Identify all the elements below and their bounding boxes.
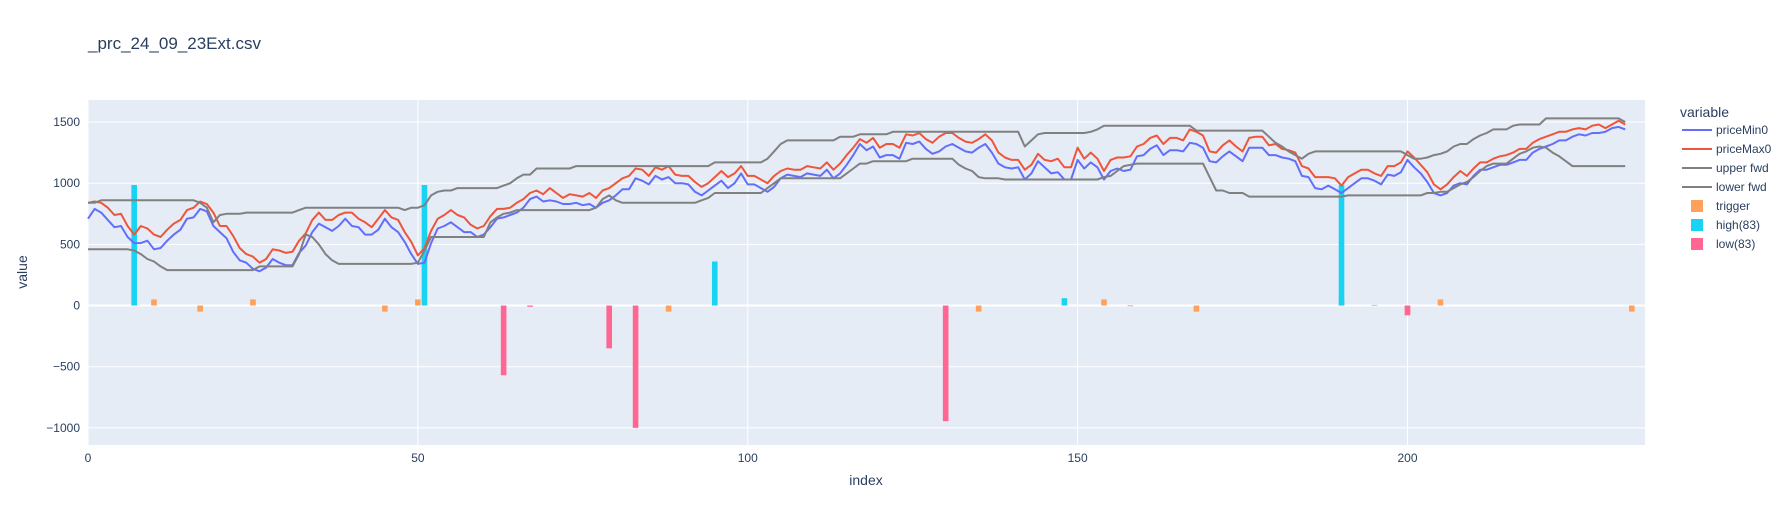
- plot-background: [88, 100, 1645, 445]
- bar-low-83: [527, 305, 533, 307]
- legend-label-pricemin0[interactable]: priceMin0: [1716, 123, 1768, 137]
- bar-trigger: [250, 299, 256, 306]
- bar-trigger: [975, 305, 982, 312]
- x-tick-label: 50: [411, 451, 425, 465]
- y-tick-label: −1000: [46, 421, 80, 435]
- y-tick-label: 500: [60, 237, 80, 251]
- bar-high-83: [1371, 304, 1378, 306]
- gridlines: [87, 100, 1645, 445]
- bar-trigger: [1101, 299, 1107, 306]
- bar-trigger: [665, 305, 672, 312]
- bar-trigger: [415, 299, 421, 306]
- legend-label-trigger[interactable]: trigger: [1716, 199, 1750, 213]
- x-tick-label: 0: [85, 451, 92, 465]
- bar-trigger: [1437, 299, 1444, 306]
- bar-high-83: [711, 261, 718, 306]
- legend-label-low-83[interactable]: low(83): [1716, 237, 1755, 251]
- series-line-upper-fwd: [88, 117, 1626, 224]
- y-tick-label: 1000: [53, 176, 80, 190]
- x-tick-label: 200: [1397, 451, 1417, 465]
- legend-label-pricemax0[interactable]: priceMax0: [1716, 142, 1772, 156]
- series-line-pricemax0: [87, 119, 1626, 264]
- x-axis-title: index: [849, 472, 882, 488]
- series-line-pricemin0: [87, 125, 1626, 273]
- x-tick-labels: 0 50 100 150 200: [85, 451, 1418, 465]
- bar-trigger: [1629, 305, 1635, 312]
- y-tick-label: 1500: [53, 115, 80, 129]
- series-line-lower-fwd: [88, 145, 1626, 272]
- bar-low-83: [1404, 305, 1411, 316]
- legend-swatch-high-83: [1691, 219, 1703, 231]
- y-tick-label: −500: [53, 360, 80, 374]
- legend-label-upper-fwd[interactable]: upper fwd: [1716, 161, 1769, 175]
- legend-swatch-low-83: [1691, 238, 1703, 250]
- bar-trigger: [151, 299, 157, 306]
- chart-title: _prc_24_09_23Ext.csv: [88, 34, 261, 53]
- bar-low-83: [632, 305, 639, 428]
- y-tick-labels: −1000 −500 0 500 1000 1500: [46, 115, 80, 435]
- bar-trigger: [1193, 305, 1200, 312]
- bar-low-83: [1127, 305, 1134, 307]
- y-tick-label: 0: [73, 299, 80, 313]
- x-tick-label: 150: [1068, 451, 1088, 465]
- x-tick-label: 100: [738, 451, 758, 465]
- bar-low-83: [942, 305, 949, 422]
- bar-trigger: [382, 305, 388, 312]
- bar-high-83: [1061, 298, 1068, 306]
- y-axis-title: value: [14, 255, 30, 289]
- bar-low-83: [500, 305, 507, 376]
- bar-high-83: [1338, 185, 1345, 306]
- bar-high-83: [421, 185, 428, 306]
- legend-title: variable: [1680, 104, 1729, 120]
- legend-label-high-83[interactable]: high(83): [1716, 218, 1760, 232]
- legend-swatch-trigger: [1691, 200, 1703, 212]
- legend[interactable]: variable priceMin0 priceMax0 upper fwd lowe…: [1680, 104, 1772, 251]
- bar-low-83: [606, 305, 613, 349]
- bar-high-83: [131, 185, 137, 306]
- legend-label-lower-fwd[interactable]: lower fwd: [1716, 180, 1767, 194]
- bar-trigger: [197, 305, 203, 312]
- bar-traces: [131, 185, 1635, 428]
- line-traces: [87, 117, 1626, 273]
